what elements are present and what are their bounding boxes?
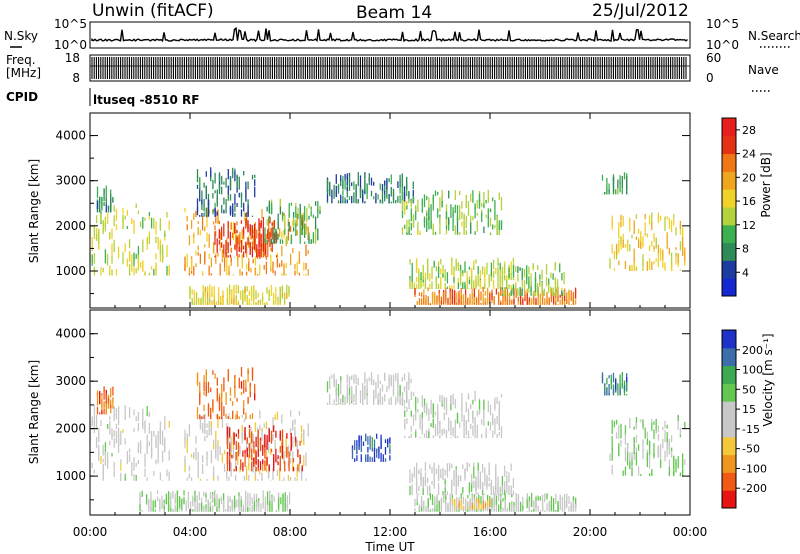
- colorbar-swatch: [722, 135, 736, 155]
- colorbar-tick-label: 100: [742, 364, 763, 377]
- y-tick-label: 1000: [55, 469, 86, 483]
- power-panel-frame: [89, 112, 691, 309]
- colorbar-tick-label: 4: [742, 266, 749, 279]
- colorbar-tick-label: 8: [742, 243, 749, 256]
- colorbar-swatch: [722, 454, 736, 473]
- colorbar-tick-label: 20: [742, 171, 756, 184]
- cpid-label: CPID: [6, 90, 38, 104]
- colorbar-tick-label: -200: [742, 482, 767, 495]
- nsearch-tick-bottom: 10^0: [706, 38, 739, 52]
- nsearch-tick-top: 10^5: [706, 17, 739, 31]
- colorbar-tick-label: -100: [742, 462, 767, 475]
- nsearch-label: N.Search: [748, 29, 800, 43]
- colorbar-swatch: [722, 436, 736, 456]
- colorbar-swatch: [722, 207, 736, 226]
- y-tick-label: 1000: [55, 264, 86, 278]
- x-tick-label: 16:00: [473, 525, 508, 539]
- freq-panel-frame: [89, 54, 691, 82]
- x-tick-label: 20:00: [573, 525, 608, 539]
- velocity-colorbar-label: Velocity [m s⁻¹]: [761, 333, 775, 426]
- y-tick-label: 3000: [55, 174, 86, 188]
- colorbar-swatch: [722, 224, 736, 244]
- colorbar-tick-label: -50: [742, 443, 760, 456]
- colorbar-swatch: [722, 330, 736, 349]
- colorbar-frame: [721, 329, 737, 509]
- nsky-trace-line: [91, 26, 688, 43]
- nsky-tick-bottom: 10^0: [54, 38, 87, 52]
- velocity-colorbar: 200 100 50 15 -15 -50 -100 -200: [721, 329, 767, 509]
- colorbar-swatch: [722, 171, 736, 190]
- x-tick-label: 00:00: [73, 525, 108, 539]
- x-tick-label: 12:00: [373, 525, 408, 539]
- freq-tick-top: 18: [65, 51, 80, 65]
- colorbar-swatch: [722, 347, 736, 367]
- colorbar-tick-label: 15: [742, 403, 756, 416]
- power-echo-layer: [89, 167, 686, 305]
- time-axis-title: Time UT: [364, 540, 415, 554]
- nave-label: Nave: [748, 63, 779, 77]
- beam-title: Beam 14: [356, 3, 432, 23]
- colorbar-swatch: [722, 153, 736, 172]
- colorbar-frame: [721, 117, 737, 297]
- velocity-panel-frame: [89, 309, 691, 516]
- y-tick-label: 2000: [55, 422, 86, 436]
- y-tick-label: 4000: [55, 129, 86, 143]
- nsky-label: N.Sky: [4, 29, 38, 43]
- nsky-tick-top: 10^5: [54, 17, 87, 31]
- colorbar-tick-label: 50: [742, 383, 756, 396]
- station-title: Unwin (fitACF): [92, 1, 214, 21]
- y-tick-label: 4000: [55, 327, 86, 341]
- y-tick-label: 3000: [55, 374, 86, 388]
- colorbar-swatch: [722, 260, 736, 279]
- colorbar-swatch: [722, 383, 736, 402]
- colorbar-swatch: [722, 365, 736, 384]
- colorbar-swatch: [722, 401, 736, 420]
- colorbar-tick-label: 28: [742, 124, 756, 137]
- colorbar-swatch: [722, 419, 736, 438]
- date-title: 25/Jul/2012: [592, 1, 689, 21]
- time-axis-labels: 00:00 04:00 08:00 12:00 16:00 20:00 00:00: [73, 525, 708, 539]
- nave-tick-bottom: 0: [706, 71, 714, 85]
- nsky-trace: [91, 26, 688, 43]
- colorbar-swatch: [722, 242, 736, 261]
- power-ylabel: Slant Range [km]: [27, 159, 41, 263]
- power-axes: 1000 2000 3000 4000: [55, 113, 691, 308]
- velocity-echo-layer: [89, 367, 686, 512]
- colorbar-swatch: [722, 278, 736, 297]
- y-tick-label: 2000: [55, 219, 86, 233]
- x-tick-label: 08:00: [273, 525, 308, 539]
- colorbar-tick-label: 200: [742, 344, 763, 357]
- x-tick-label: 00:00: [673, 525, 708, 539]
- colorbar-tick-label: -15: [742, 423, 760, 436]
- nave-tick-top: 60: [706, 51, 721, 65]
- power-colorbar-label: Power [dB]: [759, 152, 773, 217]
- colorbar-tick-label: 12: [742, 219, 756, 232]
- freq-unit-label: [MHz]: [6, 66, 41, 80]
- velocity-axes: 1000 2000 3000 4000: [55, 310, 691, 515]
- colorbar-swatch: [722, 490, 736, 509]
- colorbar-tick-label: 24: [742, 148, 756, 161]
- nave-trace: [90, 57, 690, 79]
- nsky-panel-frame: [89, 21, 691, 49]
- colorbar-swatch: [722, 118, 736, 137]
- freq-label: Freq.: [6, 53, 36, 67]
- x-tick-label: 04:00: [173, 525, 208, 539]
- colorbar-tick-label: 16: [742, 195, 756, 208]
- colorbar-swatch: [722, 189, 736, 208]
- power-colorbar: 4 8 12 16 20 24 28: [721, 117, 756, 297]
- colorbar-swatch: [722, 472, 736, 491]
- velocity-ylabel: Slant Range [km]: [27, 360, 41, 464]
- freq-tick-bottom: 8: [72, 71, 80, 85]
- cpid-text: ltuseq -8510 RF: [93, 93, 199, 107]
